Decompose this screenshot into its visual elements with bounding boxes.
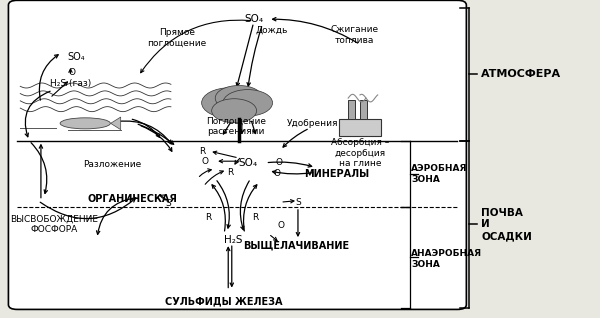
Text: R: R — [199, 147, 205, 156]
Bar — [360, 100, 367, 119]
Text: H₂S (газ): H₂S (газ) — [50, 80, 91, 88]
Text: H₂S: H₂S — [224, 235, 243, 245]
Text: АЭРОБНАЯ
ЗОНА: АЭРОБНАЯ ЗОНА — [412, 164, 468, 183]
Text: S: S — [295, 198, 301, 207]
Text: Прямое
поглощение: Прямое поглощение — [147, 29, 206, 48]
Bar — [340, 119, 380, 136]
Polygon shape — [110, 117, 121, 130]
Circle shape — [202, 88, 259, 118]
Text: S: S — [165, 199, 171, 208]
Text: O: O — [274, 169, 281, 178]
Ellipse shape — [60, 118, 110, 129]
Text: Сжигание
топлива: Сжигание топлива — [330, 25, 378, 45]
Text: SO₄: SO₄ — [238, 158, 257, 168]
Text: SO₄: SO₄ — [68, 52, 85, 62]
Text: Поглощение
растениями: Поглощение растениями — [206, 117, 266, 136]
Text: O: O — [278, 221, 285, 230]
Text: R: R — [205, 213, 211, 223]
Text: ПОЧВА
И
ОСАДКИ: ПОЧВА И ОСАДКИ — [481, 208, 532, 241]
Text: Удобрения: Удобрения — [287, 119, 338, 128]
Text: ВЫСВОБОЖДЕНИЕ
ФОСФОРА: ВЫСВОБОЖДЕНИЕ ФОСФОРА — [11, 215, 98, 234]
Text: АТМОСФЕРА: АТМОСФЕРА — [481, 69, 561, 80]
Circle shape — [215, 86, 263, 111]
Text: SO₄: SO₄ — [244, 14, 263, 24]
Text: O: O — [201, 157, 208, 166]
Text: ОРГАНИЧЕСКАЯ: ОРГАНИЧЕСКАЯ — [88, 194, 178, 204]
Text: R: R — [227, 168, 233, 177]
Text: Абсорбция –
десорбция
на глине: Абсорбция – десорбция на глине — [331, 138, 389, 168]
Text: АНАЭРОБНАЯ
ЗОНА: АНАЭРОБНАЯ ЗОНА — [412, 249, 482, 269]
Text: Дождь: Дождь — [255, 26, 287, 35]
Circle shape — [212, 99, 257, 123]
Text: СУЛЬФИДЫ ЖЕЛЕЗА: СУЛЬФИДЫ ЖЕЛЕЗА — [166, 296, 283, 306]
Bar — [348, 100, 355, 119]
Text: O: O — [275, 158, 283, 167]
Text: R: R — [252, 213, 259, 223]
FancyBboxPatch shape — [8, 0, 466, 309]
Circle shape — [223, 90, 272, 116]
Text: O: O — [68, 68, 75, 77]
Text: Разложение: Разложение — [83, 160, 141, 169]
Text: МИНЕРАЛЫ: МИНЕРАЛЫ — [304, 169, 369, 179]
Text: ВЫЩЕЛАЧИВАНИЕ: ВЫЩЕЛАЧИВАНИЕ — [243, 240, 349, 250]
